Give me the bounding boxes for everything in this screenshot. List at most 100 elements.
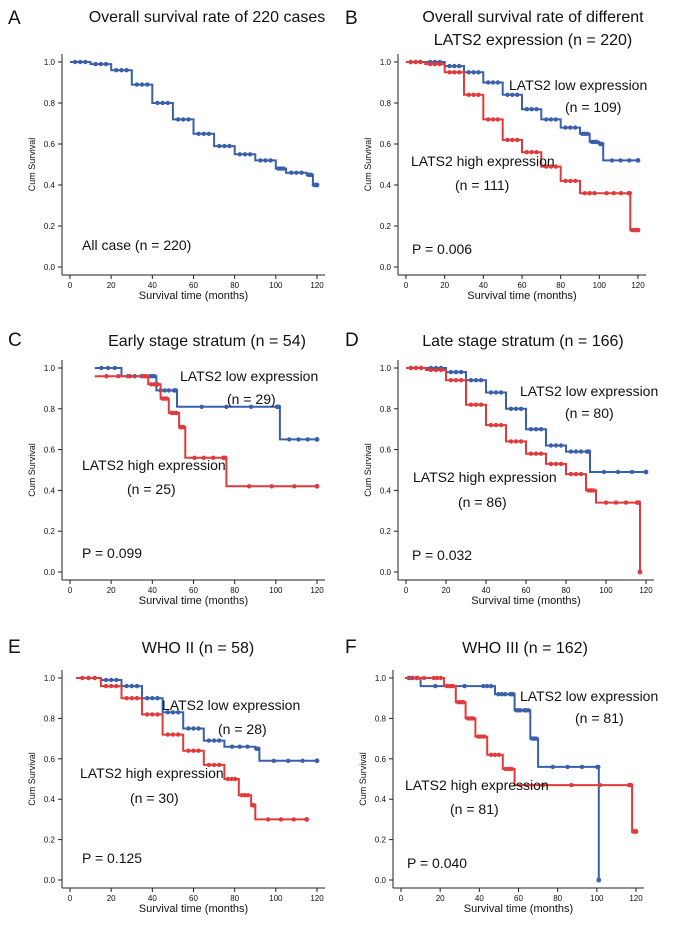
annotation: LATS2 low expression bbox=[509, 77, 647, 93]
y-tick-label: 1.0 bbox=[44, 58, 56, 67]
censor-mark bbox=[613, 500, 619, 505]
censor-mark bbox=[505, 137, 510, 143]
annotation: (n = 28) bbox=[218, 721, 267, 737]
censor-mark bbox=[533, 736, 539, 741]
censor-mark bbox=[418, 365, 424, 371]
censor-mark bbox=[271, 758, 276, 763]
censor-mark bbox=[509, 766, 514, 772]
censor-mark bbox=[278, 817, 284, 822]
p-value: P = 0.125 bbox=[82, 850, 142, 866]
censor-mark bbox=[513, 439, 519, 444]
censor-mark bbox=[488, 683, 494, 689]
x-axis-label: Survival time (months) bbox=[471, 595, 580, 607]
censor-mark bbox=[268, 158, 273, 163]
series-high bbox=[406, 59, 641, 233]
censor-mark bbox=[452, 70, 457, 75]
censor-mark bbox=[538, 451, 544, 456]
censor-mark bbox=[296, 437, 301, 442]
censor-mark bbox=[242, 152, 248, 157]
censor-mark bbox=[134, 683, 140, 689]
x-tick-label: 20 bbox=[107, 586, 116, 595]
censor-mark bbox=[201, 131, 206, 136]
censor-mark bbox=[223, 455, 228, 460]
series-high bbox=[94, 374, 320, 489]
x-tick-label: 100 bbox=[269, 894, 283, 903]
y-axis-label: Cum Survival bbox=[363, 443, 373, 497]
censor-mark bbox=[227, 143, 232, 149]
panel-title: Late stage stratum (n = 166) bbox=[422, 333, 623, 350]
censor-mark bbox=[415, 675, 420, 681]
censor-mark bbox=[498, 390, 504, 395]
survival-curve bbox=[406, 61, 638, 162]
censor-mark bbox=[72, 59, 78, 65]
censor-mark bbox=[305, 437, 310, 442]
censor-mark bbox=[578, 471, 584, 477]
censor-mark bbox=[124, 68, 129, 73]
censor-mark bbox=[109, 677, 114, 683]
censor-mark bbox=[476, 70, 481, 75]
censor-mark bbox=[569, 782, 574, 788]
censor-mark bbox=[165, 732, 170, 737]
censor-mark bbox=[152, 382, 157, 387]
censor-mark bbox=[139, 82, 145, 87]
annotation: LATS2 low expression bbox=[520, 383, 658, 399]
censor-mark bbox=[145, 696, 150, 701]
censor-mark bbox=[247, 152, 253, 157]
x-tick-label: 60 bbox=[189, 281, 198, 290]
series-low bbox=[70, 59, 320, 188]
censor-mark bbox=[466, 70, 471, 75]
censor-mark bbox=[490, 80, 496, 85]
censor-mark bbox=[438, 675, 443, 681]
x-tick-label: 100 bbox=[590, 894, 604, 903]
censor-mark bbox=[604, 191, 609, 196]
censor-mark bbox=[470, 716, 476, 721]
y-tick-label: 0.6 bbox=[44, 140, 56, 149]
censor-mark bbox=[533, 427, 539, 432]
censor-mark bbox=[486, 80, 491, 85]
censor-mark bbox=[229, 776, 234, 782]
censor-mark bbox=[199, 404, 204, 409]
x-tick-label: 80 bbox=[562, 586, 571, 595]
censor-mark bbox=[636, 500, 642, 505]
annotation: (n = 30) bbox=[130, 790, 179, 806]
y-tick-label: 0.8 bbox=[44, 714, 56, 723]
p-value: P = 0.099 bbox=[82, 545, 142, 561]
censor-mark bbox=[635, 227, 641, 233]
censor-mark bbox=[93, 61, 98, 67]
censor-mark bbox=[461, 700, 466, 705]
y-tick-label: 0.6 bbox=[44, 755, 56, 764]
censor-mark bbox=[510, 137, 515, 143]
censor-mark bbox=[129, 696, 134, 701]
censor-mark bbox=[237, 744, 242, 749]
censor-mark bbox=[515, 137, 520, 143]
censor-mark bbox=[553, 164, 558, 169]
censor-mark bbox=[103, 677, 109, 683]
annotation: LATS2 low expression bbox=[180, 368, 318, 384]
censor-mark bbox=[289, 170, 294, 175]
censor-mark bbox=[591, 488, 596, 493]
censor-mark bbox=[224, 404, 229, 409]
censor-mark bbox=[265, 817, 271, 822]
censor-mark bbox=[499, 692, 505, 697]
censor-mark bbox=[518, 439, 524, 444]
censor-mark bbox=[217, 738, 222, 743]
censor-mark bbox=[431, 675, 436, 681]
censor-mark bbox=[450, 683, 456, 689]
censor-mark bbox=[418, 59, 423, 65]
censor-mark bbox=[601, 469, 607, 475]
panel-letter: B bbox=[345, 8, 358, 29]
censor-mark bbox=[524, 107, 529, 112]
censor-mark bbox=[211, 762, 217, 768]
censor-mark bbox=[548, 117, 554, 122]
censor-mark bbox=[164, 396, 169, 401]
censor-mark bbox=[453, 378, 459, 383]
x-tick-label: 80 bbox=[556, 281, 565, 290]
censor-mark bbox=[281, 166, 286, 171]
censor-mark bbox=[568, 178, 573, 184]
annotation: LATS2 low expression bbox=[162, 697, 300, 713]
censor-mark bbox=[173, 388, 179, 393]
censor-mark bbox=[540, 782, 546, 788]
censor-mark bbox=[124, 696, 129, 701]
censor-mark bbox=[237, 152, 242, 157]
censor-mark bbox=[482, 734, 487, 739]
